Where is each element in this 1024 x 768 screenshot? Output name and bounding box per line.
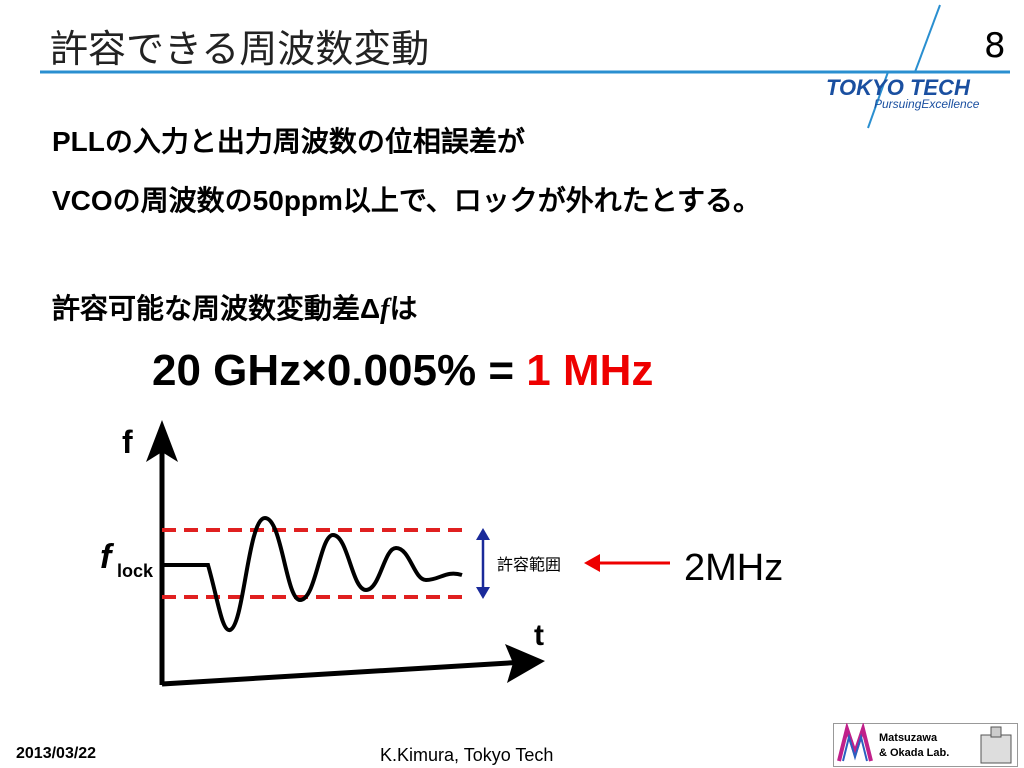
text: 許容可能な周波数変動差Δ [52,293,381,324]
slide-title: 許容できる周波数変動 [50,27,430,71]
footer-author: K.Kimura, Tokyo Tech [380,745,554,765]
shape [161,659,526,687]
range-label: 許容範囲 [497,556,561,574]
body-line: 許容可能な周波数変動差Δfは [52,287,417,327]
shape [914,4,941,73]
shape [980,734,1012,764]
formula-expression: 20 GHz×0.005% = [152,346,527,395]
lock-symbol: f [100,538,115,576]
formula: 20 GHz×0.005% = 1 MHz [152,346,653,396]
shape [476,587,490,599]
lab-logo: Matsuzawa & Okada Lab. [833,723,1018,767]
header-decoration: TOKYO TECH PursuingExcellence [40,4,1010,129]
shape [476,528,490,540]
shape [867,71,889,129]
footer-date: 2013/03/22 [16,745,97,762]
x-axis-label: t [534,619,544,652]
shape [837,723,873,762]
body-line: PLLの入力と出力周波数の位相誤差が [52,126,525,157]
shape: f t f lock 許容範囲 2MHz [100,420,783,687]
y-axis-label: f [122,424,133,460]
shape [990,726,1002,738]
shape [146,420,178,462]
logo-name: TOKYO TECH [826,75,971,100]
lock-subscript: lock [117,561,154,581]
formula-result: 1 MHz [526,346,654,395]
shape [584,554,600,572]
shape [162,515,463,632]
shape [505,644,545,683]
body-line: VCOの周波数の50ppm以上で、ロックが外れたとする。 [52,185,761,216]
range-value: 2MHz [684,547,783,589]
lab-name: & Okada Lab. [879,747,949,759]
variable: f [380,294,390,325]
logo-tagline: PursuingExcellence [874,97,980,111]
page-number: 8 [984,26,1006,66]
text: は [389,293,418,324]
shape [842,733,868,762]
diagram: f t f lock 許容範囲 2MHz [100,420,783,687]
lab-name: Matsuzawa [879,732,938,744]
